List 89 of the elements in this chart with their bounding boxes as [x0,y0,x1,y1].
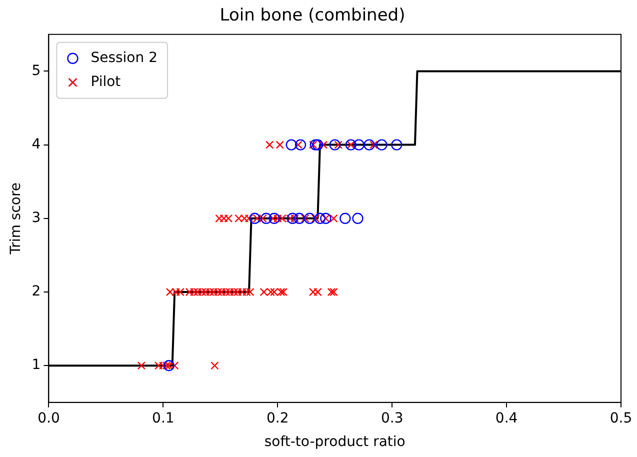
point [249,212,260,224]
point [330,288,338,296]
point [244,214,254,223]
point [198,288,206,296]
point [258,214,267,223]
point [224,214,233,223]
point [353,139,364,150]
point [286,214,294,223]
point [278,214,286,223]
point [290,214,299,223]
point [352,212,364,224]
point [260,288,268,296]
point [314,288,322,296]
point [230,288,238,296]
point [273,214,282,223]
point [270,288,278,296]
point [364,139,375,150]
point [217,288,226,296]
x-tick-label: 0.1 [152,410,174,426]
point [340,212,351,224]
legend-label: Pilot [90,74,122,90]
point [225,288,234,296]
point [238,288,246,296]
point [310,139,321,150]
point [214,288,222,296]
point [312,139,324,150]
point [234,214,243,223]
point [233,288,242,296]
point [201,288,210,296]
point [209,288,218,296]
point [276,288,286,296]
x-tick-label: 0.0 [38,410,60,426]
x-tick-label: 0.5 [610,410,632,426]
y-tick-label: 4 [32,136,41,152]
legend-label: Session 2 [90,50,158,66]
point [376,139,388,150]
point [279,288,288,296]
y-tick-label: 1 [32,357,41,374]
point [308,288,318,296]
point [242,288,251,296]
point [294,212,305,224]
x-tick-label: 0.3 [380,410,404,426]
point [286,139,297,150]
point [327,288,336,296]
point [172,288,180,296]
point [185,288,194,296]
point [240,214,249,223]
point [246,288,254,296]
point [206,288,214,296]
x-tick-label: 0.4 [495,410,518,426]
point [266,288,275,296]
y-tick-label: 2 [32,284,41,300]
point [304,212,316,224]
point [190,288,198,296]
point [268,214,278,223]
point [176,288,184,296]
point [210,361,219,370]
point [329,139,340,150]
point [314,212,326,224]
point [154,361,163,370]
point [265,140,274,149]
point [268,212,280,224]
point [220,214,228,223]
point [159,361,168,370]
point [215,214,224,223]
y-axis-title: Trim score [8,182,24,256]
point [330,214,338,223]
point [137,361,146,370]
point [222,288,230,296]
point [162,361,171,370]
point [260,212,272,224]
y-tick-label: 5 [32,62,41,79]
y-tick-label: 3 [32,210,41,226]
point [276,140,284,149]
point [319,140,328,149]
point [308,140,318,149]
point [193,288,202,296]
x-axis-title: soft-to-product ratio [264,434,406,450]
point [311,214,320,223]
point [300,214,310,223]
point [166,288,174,296]
point [286,212,298,224]
point [170,361,179,370]
point [294,139,306,150]
point [391,139,402,150]
x-tick-label: 0.2 [266,410,289,426]
point [334,140,342,149]
point [370,140,378,149]
chart-title: Loin bone (combined) [220,6,406,26]
